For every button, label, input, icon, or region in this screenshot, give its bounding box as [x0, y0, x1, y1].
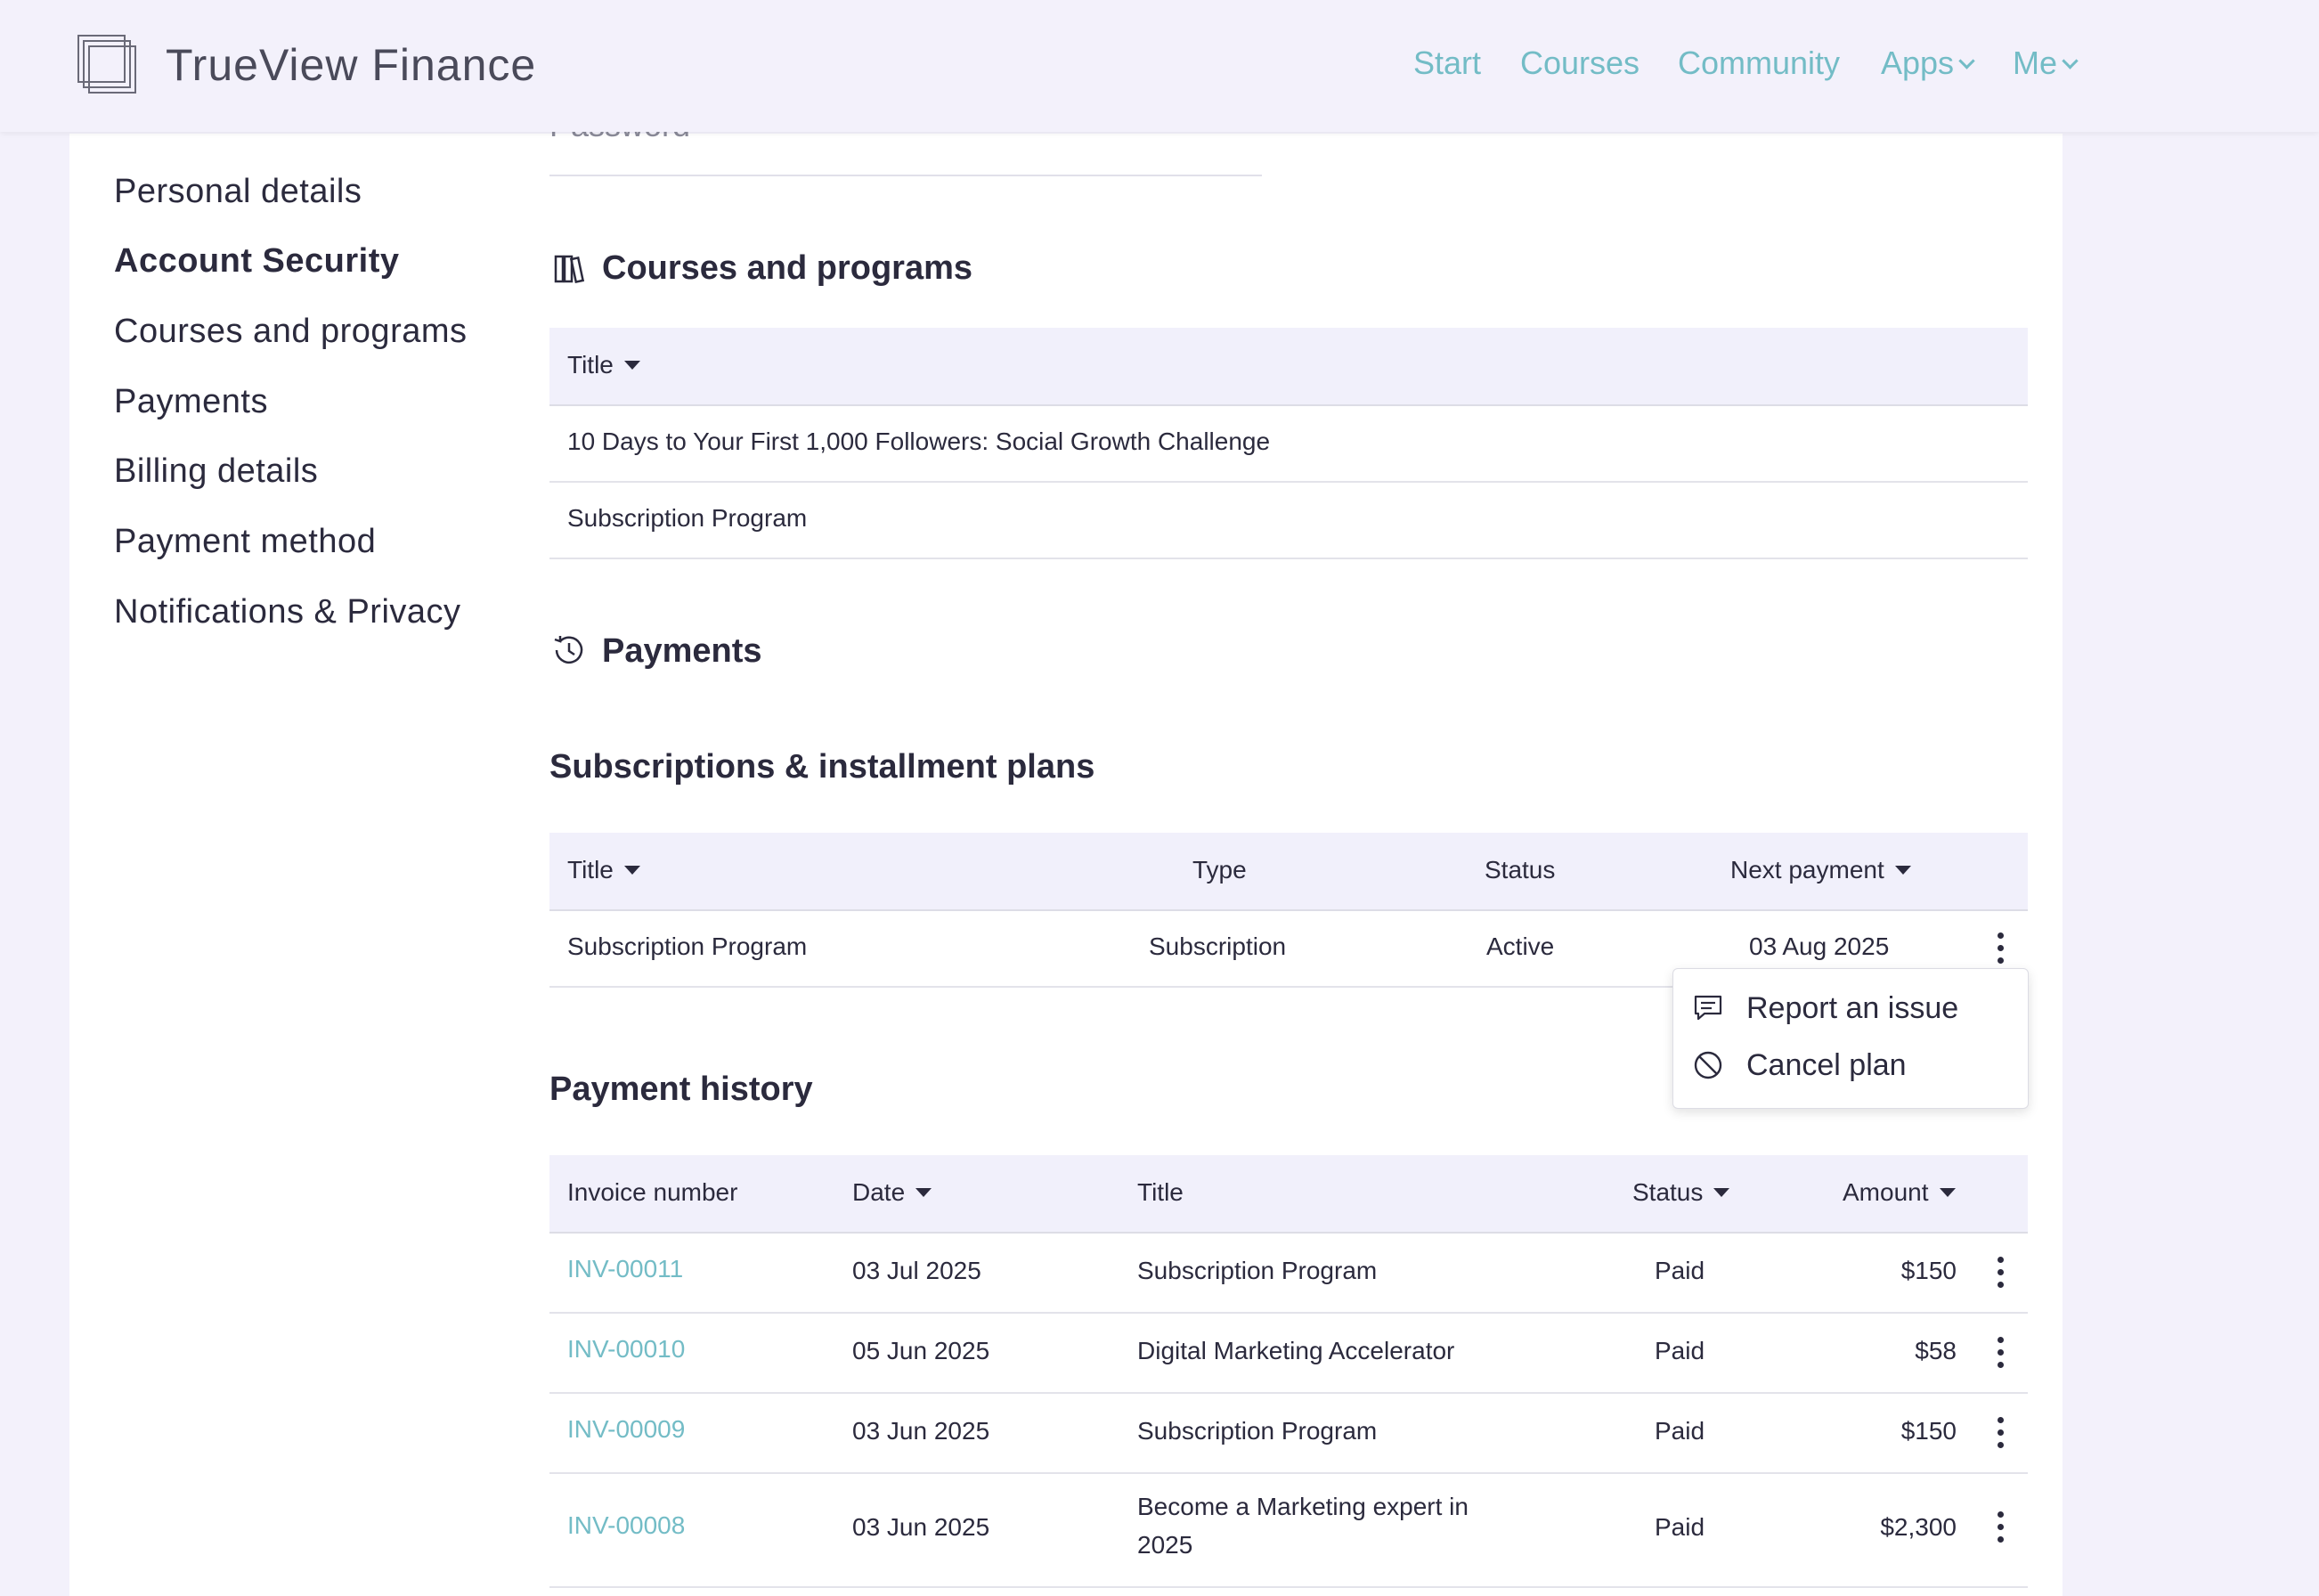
table-row[interactable]: 10 Days to Your First 1,000 Followers: S… — [549, 406, 2028, 483]
payment-date: 03 Jul 2025 — [852, 1257, 981, 1284]
nav-me[interactable]: Me — [2013, 45, 2079, 82]
ban-icon — [1694, 1051, 1722, 1079]
sidebar-item-billing[interactable]: Billing details — [114, 452, 319, 490]
payment-status: Paid — [1655, 1257, 1705, 1284]
sort-caret-icon — [1894, 866, 1911, 875]
sidebar-item-courses[interactable]: Courses and programs — [114, 313, 468, 350]
nav-community[interactable]: Community — [1678, 45, 1841, 81]
courses-table-header: Title — [549, 328, 2028, 406]
payment-date: 03 Jun 2025 — [852, 1513, 990, 1541]
sort-title-header[interactable]: Title — [567, 856, 640, 884]
sidebar-item-payments[interactable]: Payments — [114, 383, 268, 420]
payment-history-title: Payment history — [549, 1071, 813, 1108]
history-table-header: Invoice number Date Title Status Amount — [549, 1155, 2028, 1234]
sort-next-payment-header[interactable]: Next payment — [1730, 856, 1911, 884]
payment-title: Subscription Program — [1137, 1417, 1378, 1445]
subscription-status: Active — [1486, 932, 1555, 960]
sort-amount-header[interactable]: Amount — [1843, 1178, 1956, 1207]
table-row[interactable]: Subscription Program — [549, 483, 2028, 559]
chat-icon — [1694, 995, 1722, 1021]
invoice-link[interactable]: INV-00011 — [567, 1255, 684, 1282]
menu-item-report-issue[interactable]: Report an issue — [1673, 981, 2028, 1035]
invoice-header: Invoice number — [567, 1178, 738, 1206]
sidebar-item-payment-method[interactable]: Payment method — [114, 523, 377, 560]
subscriptions-title: Subscriptions & installment plans — [549, 748, 1095, 786]
subscriptions-table-header: Title Type Status Next payment — [549, 833, 2028, 911]
payment-amount: $58 — [1915, 1337, 1957, 1364]
sort-caret-icon — [915, 1188, 932, 1197]
invoice-link[interactable]: INV-00010 — [567, 1335, 686, 1363]
nav-apps[interactable]: Apps — [1881, 45, 1975, 82]
more-options-icon[interactable] — [1998, 932, 2005, 968]
status-header: Status — [1485, 856, 1556, 884]
subscription-next-payment: 03 Aug 2025 — [1749, 932, 1890, 960]
table-row[interactable]: INV-00010 05 Jun 2025 Digital Marketing … — [549, 1314, 2028, 1394]
payment-status: Paid — [1655, 1417, 1705, 1445]
payment-title: Digital Marketing Accelerator — [1137, 1337, 1455, 1364]
sort-caret-icon — [623, 866, 640, 875]
sort-title-header[interactable]: Title — [567, 351, 640, 379]
more-options-icon[interactable] — [1998, 1511, 2005, 1547]
top-header: TrueView Finance Start Courses Community… — [0, 0, 2319, 132]
more-options-icon[interactable] — [1998, 1337, 2005, 1372]
more-options-icon[interactable] — [1998, 1417, 2005, 1453]
payment-title: Subscription Program — [1137, 1257, 1378, 1284]
payment-status: Paid — [1655, 1513, 1705, 1541]
nav-start[interactable]: Start — [1413, 45, 1482, 81]
menu-item-cancel-plan[interactable]: Cancel plan — [1673, 1038, 2028, 1092]
payment-date: 05 Jun 2025 — [852, 1337, 990, 1364]
payments-section-title: Payments — [602, 632, 762, 670]
subscription-title: Subscription Program — [567, 932, 808, 960]
table-row[interactable]: INV-00011 03 Jul 2025 Subscription Progr… — [549, 1234, 2028, 1314]
sidebar-item-account-security[interactable]: Account Security — [114, 242, 400, 280]
payment-title-line1: Become a Marketing expert in — [1137, 1493, 1469, 1520]
title-header: Title — [1137, 1178, 1184, 1206]
main-nav: Start Courses Community Apps Me — [0, 45, 2319, 89]
table-row[interactable]: Subscription Program Subscription Active… — [549, 911, 2028, 988]
payment-amount: $150 — [1900, 1257, 1957, 1284]
course-title: 10 Days to Your First 1,000 Followers: S… — [567, 428, 1271, 455]
divider — [549, 175, 1262, 176]
row-actions-menu: Report an issue Cancel plan — [1672, 968, 2029, 1109]
sort-caret-icon — [1713, 1188, 1730, 1197]
table-row[interactable]: INV-00008 03 Jun 2025 Become a Marketing… — [549, 1474, 2028, 1588]
payment-status: Paid — [1655, 1337, 1705, 1364]
payment-amount: $2,300 — [1880, 1513, 1957, 1541]
payment-title-line2: 2025 — [1137, 1531, 1193, 1559]
sidebar-item-personal-details[interactable]: Personal details — [114, 173, 362, 210]
sort-caret-icon — [623, 361, 640, 370]
invoice-link[interactable]: INV-00008 — [567, 1511, 686, 1539]
chevron-down-icon — [2062, 52, 2079, 69]
chevron-down-icon — [1958, 52, 1975, 69]
payment-date: 03 Jun 2025 — [852, 1417, 990, 1445]
courses-section-title: Courses and programs — [602, 249, 972, 287]
subscription-type: Subscription — [1149, 932, 1287, 960]
invoice-link[interactable]: INV-00009 — [567, 1415, 686, 1443]
course-title: Subscription Program — [567, 504, 808, 532]
nav-courses[interactable]: Courses — [1520, 45, 1640, 81]
sort-status-header[interactable]: Status — [1632, 1178, 1730, 1207]
type-header: Type — [1192, 856, 1247, 884]
table-row[interactable]: INV-00009 03 Jun 2025 Subscription Progr… — [549, 1394, 2028, 1474]
payment-amount: $150 — [1900, 1417, 1957, 1445]
sort-date-header[interactable]: Date — [852, 1178, 932, 1207]
sidebar-item-notifications[interactable]: Notifications & Privacy — [114, 593, 461, 631]
logo-icon — [77, 35, 136, 94]
brand-name[interactable]: TrueView Finance — [166, 40, 537, 90]
history-icon — [554, 636, 583, 664]
books-icon — [554, 255, 585, 284]
more-options-icon[interactable] — [1998, 1257, 2005, 1292]
sort-caret-icon — [1939, 1188, 1956, 1197]
